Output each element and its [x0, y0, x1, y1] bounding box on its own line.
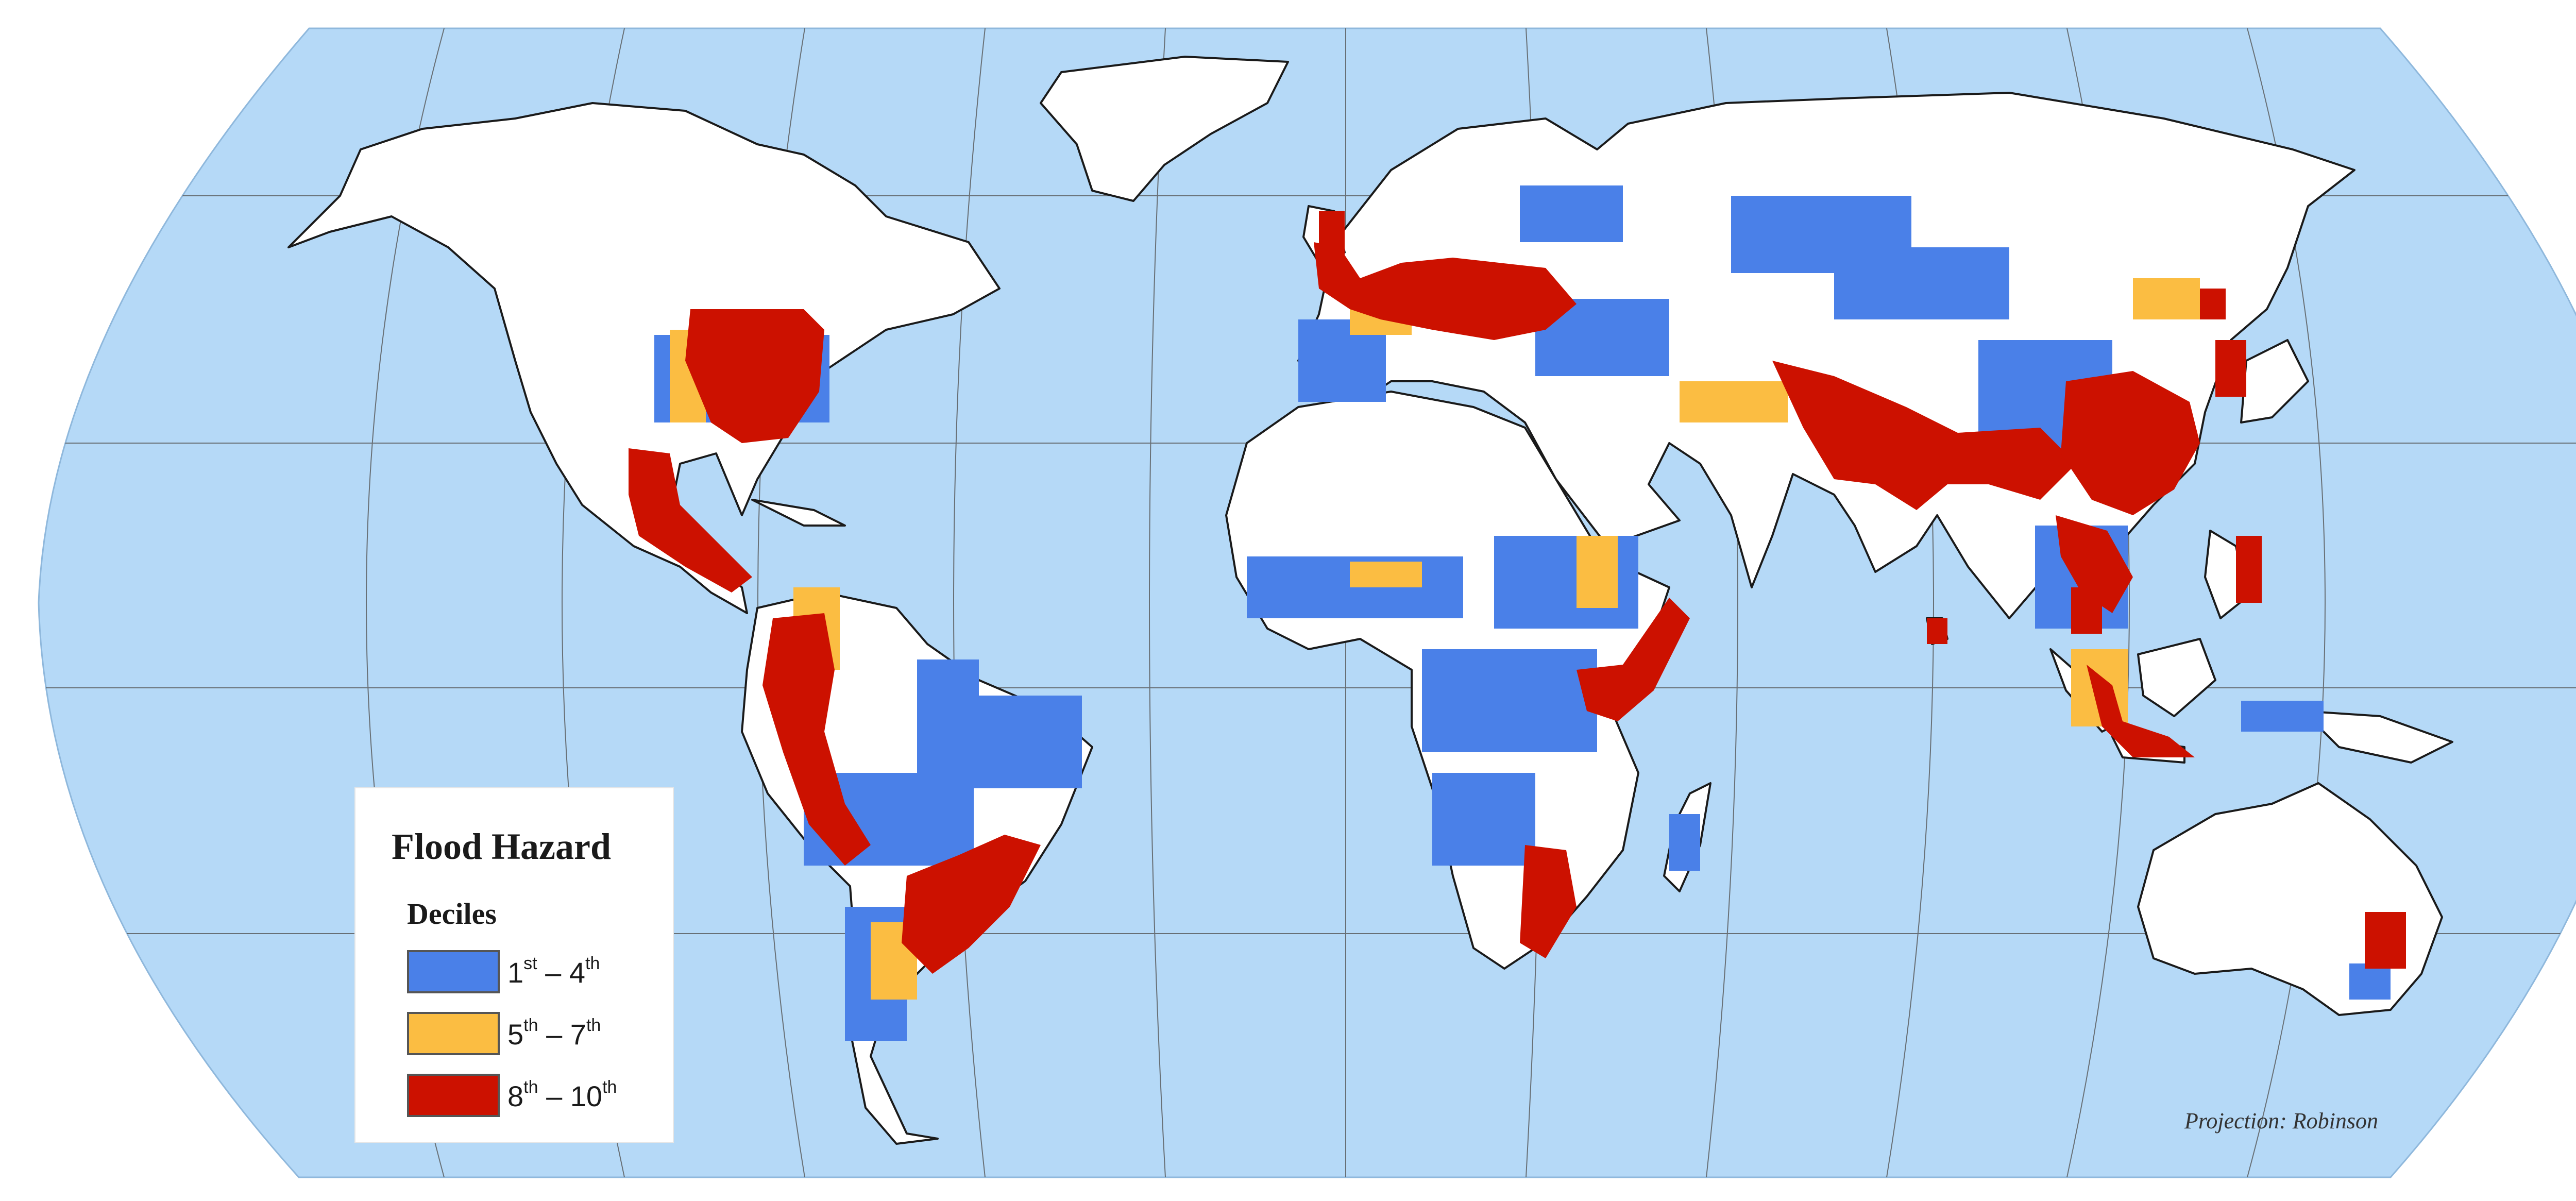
legend-item-high: 8th – 10th	[407, 1074, 665, 1117]
high-hazard-us	[685, 309, 824, 443]
high-hazard-mozambique	[1520, 845, 1577, 958]
japan	[2240, 339, 2309, 424]
projection-note: Projection: Robinson	[2184, 1108, 2378, 1134]
legend-subtitle: Deciles	[407, 897, 497, 931]
legend-item-mid: 5th – 7th	[407, 1012, 665, 1055]
borneo	[2137, 638, 2216, 717]
high-hazard-south-asia	[1772, 361, 2076, 510]
high-hazard-east-africa	[1577, 598, 1690, 721]
new-guinea	[2302, 710, 2453, 764]
legend-swatch-mid	[407, 1012, 500, 1055]
high-hazard-andes	[762, 613, 871, 866]
high-hazard-plata	[902, 835, 1041, 974]
legend-item-low: 1st – 4th	[407, 950, 665, 993]
greenland	[1040, 56, 1289, 202]
high-hazard-mexico	[629, 448, 752, 593]
legend-label-high: 8th – 10th	[507, 1077, 617, 1112]
high-hazard-china	[2061, 371, 2200, 515]
north-america	[287, 102, 1001, 614]
legend-swatch-low	[407, 950, 500, 993]
high-hazard-indonesia	[2087, 665, 2195, 757]
legend-title: Flood Hazard	[392, 826, 611, 867]
cuba	[751, 499, 846, 527]
hazard-layer-high	[629, 211, 2406, 974]
high-hazard-europe	[1314, 242, 1577, 340]
legend-swatch-high	[407, 1074, 500, 1117]
legend-label-low: 1st – 4th	[507, 954, 600, 989]
legend: Flood Hazard Deciles 1st – 4th 5th – 7th…	[354, 787, 674, 1143]
legend-label-mid: 5th – 7th	[507, 1016, 601, 1051]
high-hazard-se-asia	[2056, 515, 2133, 613]
